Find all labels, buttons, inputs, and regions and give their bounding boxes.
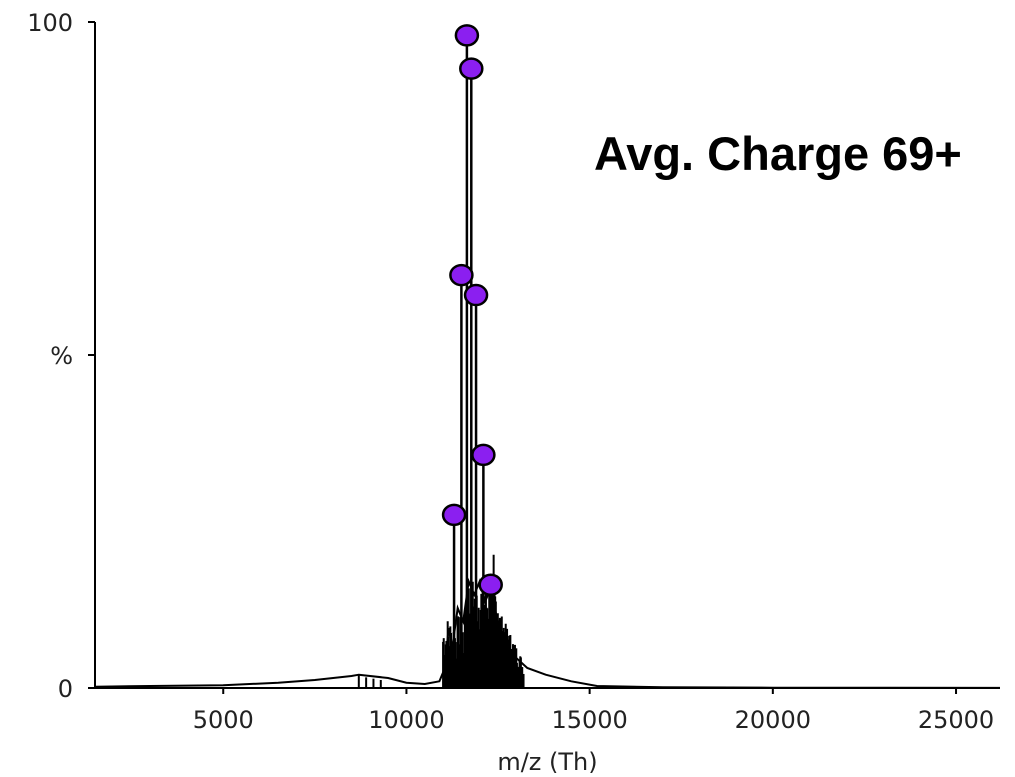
peak-marker: [463, 283, 489, 307]
x-tick-label: 10000: [368, 706, 444, 734]
peak-marker: [478, 573, 503, 597]
peak-markers: [441, 24, 503, 597]
x-tick-label: 20000: [735, 706, 811, 734]
y-tick-label: 0: [58, 675, 73, 703]
y-tick-label: 100: [27, 9, 73, 37]
x-tick-label: 15000: [551, 706, 627, 734]
spectrum-envelope: [94, 577, 1001, 689]
x-tick-label: 5000: [193, 706, 254, 734]
x-axis-ticks: 5000 10000 15000 20000 25000: [193, 688, 994, 734]
x-axis-label: m/z (Th): [497, 748, 597, 776]
peak-marker: [459, 57, 484, 80]
spectrum-trace: [94, 576, 1001, 689]
avg-charge-annotation: Avg. Charge 69+: [594, 127, 962, 180]
y-tick-label: %: [50, 342, 73, 370]
peak-lines: [452, 35, 495, 688]
x-tick-label: 25000: [918, 706, 994, 734]
axes: [94, 22, 1000, 689]
y-axis-ticks: 0% 100: [27, 9, 95, 703]
peak-marker: [449, 263, 474, 287]
peak-marker: [454, 24, 480, 47]
peak-marker: [441, 503, 467, 527]
peak-marker: [471, 443, 496, 467]
